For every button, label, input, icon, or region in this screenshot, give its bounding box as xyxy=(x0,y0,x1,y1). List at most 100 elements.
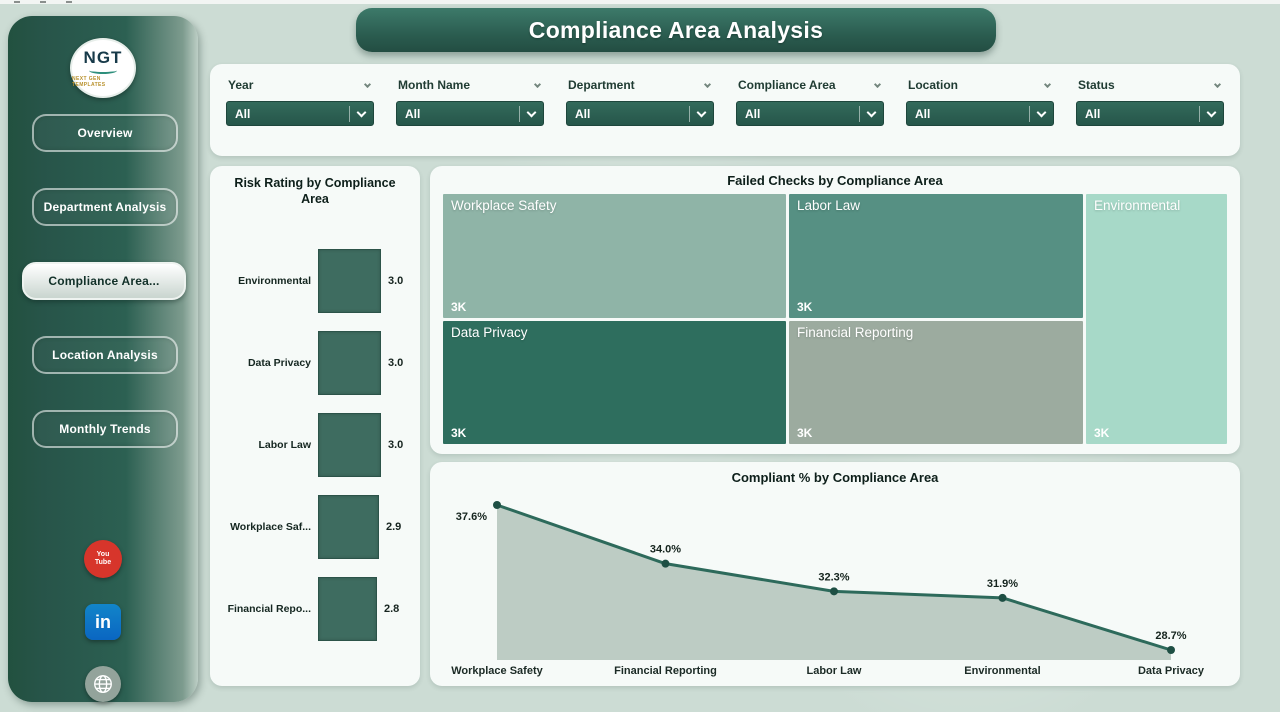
year-dropdown[interactable]: All xyxy=(226,101,374,126)
bar-category-label: Workplace Saf... xyxy=(230,520,311,533)
failed-checks-panel: Failed Checks by Compliance Area Workpla… xyxy=(430,166,1240,454)
dropdown-value: All xyxy=(235,106,251,121)
compliant-percent-panel: Compliant % by Compliance Area 37.6% Work… xyxy=(430,462,1240,686)
youtube-icon[interactable]: You Tube xyxy=(84,540,122,578)
sidebar-item-monthly-trends[interactable]: Monthly Trends xyxy=(32,410,178,448)
logo-subtext: NEXT GEN TEMPLATES xyxy=(72,75,106,88)
filter-bar: Year All Month Name All Department All xyxy=(210,64,1240,156)
treemap-label: Data Privacy xyxy=(451,324,528,340)
svg-text:32.3%: 32.3% xyxy=(818,571,849,583)
treemap-value: 3K xyxy=(797,426,813,440)
youtube-label: You xyxy=(96,550,110,558)
chevron-down-icon xyxy=(526,107,537,117)
dropdown-divider xyxy=(519,105,520,122)
filter-label: Location xyxy=(908,78,958,92)
bar-row: Environmental 3.0 xyxy=(210,240,420,322)
svg-text:31.9%: 31.9% xyxy=(987,578,1018,590)
dropdown-value: All xyxy=(575,106,591,121)
logo-swoosh xyxy=(89,67,117,74)
sidebar-item-location-analysis[interactable]: Location Analysis xyxy=(32,336,178,374)
treemap-cell-labor-law[interactable]: Labor Law 3K xyxy=(789,194,1083,318)
page-title-banner: Compliance Area Analysis xyxy=(356,8,996,52)
filter-label: Department xyxy=(568,78,635,92)
bar-row: Labor Law 3.0 xyxy=(210,404,420,486)
sidebar-item-label: Location Analysis xyxy=(52,348,158,362)
dropdown-value: All xyxy=(1085,106,1101,121)
bar-row: Financial Repo... 2.8 xyxy=(210,568,420,650)
page-title: Compliance Area Analysis xyxy=(528,16,824,43)
bar[interactable] xyxy=(318,577,377,641)
svg-text:34.0%: 34.0% xyxy=(650,544,681,556)
location-dropdown[interactable]: All xyxy=(906,101,1054,126)
risk-bar-chart: Environmental 3.0 Data Privacy 3.0 Labor… xyxy=(210,240,420,650)
chevron-down-icon[interactable] xyxy=(1213,80,1222,88)
svg-text:Environmental: Environmental xyxy=(964,665,1040,677)
dropdown-value: All xyxy=(745,106,761,121)
treemap-value: 3K xyxy=(451,426,467,440)
treemap-value: 3K xyxy=(1094,426,1110,440)
bar-row: Workplace Saf... 2.9 xyxy=(210,486,420,568)
panel-title: Failed Checks by Compliance Area xyxy=(727,173,943,188)
dropdown-divider xyxy=(1199,105,1200,122)
svg-text:Workplace Safety: Workplace Safety xyxy=(451,665,543,677)
bar-value-label: 2.9 xyxy=(386,521,402,533)
dropdown-divider xyxy=(1029,105,1030,122)
sidebar-item-overview[interactable]: Overview xyxy=(32,114,178,152)
dropdown-divider xyxy=(859,105,860,122)
chevron-down-icon[interactable] xyxy=(1043,80,1052,88)
treemap-label: Financial Reporting xyxy=(797,324,914,340)
linkedin-label: in xyxy=(95,611,111,632)
dropdown-divider xyxy=(689,105,690,122)
sidebar: NGT NEXT GEN TEMPLATES Overview Departme… xyxy=(8,16,198,702)
svg-text:37.6%: 37.6% xyxy=(456,511,487,523)
filter-status: Status All xyxy=(1076,64,1224,156)
compliant-percent-line-chart[interactable]: 37.6% Workplace Safety 34.0% Financial Repo… xyxy=(440,488,1230,680)
filter-year: Year All xyxy=(226,64,374,156)
treemap-cell-data-privacy[interactable]: Data Privacy 3K xyxy=(443,320,786,444)
treemap-label: Environmental xyxy=(1094,198,1181,213)
month-name-dropdown[interactable]: All xyxy=(396,101,544,126)
filter-department: Department All xyxy=(566,64,714,156)
bar[interactable] xyxy=(318,413,381,477)
bar[interactable] xyxy=(318,495,379,559)
globe-glyph xyxy=(94,675,112,693)
chevron-down-icon[interactable] xyxy=(533,80,542,88)
chevron-down-icon xyxy=(356,107,367,117)
svg-text:Labor Law: Labor Law xyxy=(806,665,861,677)
sidebar-item-label: Overview xyxy=(77,126,133,140)
filter-location: Location All xyxy=(906,64,1054,156)
treemap-label: Workplace Safety xyxy=(451,198,557,213)
treemap-cell-workplace-safety[interactable]: Workplace Safety 3K xyxy=(443,194,786,318)
chevron-down-icon xyxy=(1206,107,1217,117)
compliance-area-dropdown[interactable]: All xyxy=(736,101,884,126)
bar-category-label: Labor Law xyxy=(258,438,311,451)
panel-title: Compliant % by Compliance Area xyxy=(731,470,939,485)
treemap-value: 3K xyxy=(797,299,813,314)
sidebar-item-department-analysis[interactable]: Department Analysis xyxy=(32,188,178,226)
treemap-cell-environmental[interactable]: Environmental 3K xyxy=(1086,194,1227,444)
filter-label: Status xyxy=(1078,78,1115,92)
sidebar-item-compliance-area[interactable]: Compliance Area... xyxy=(22,262,186,300)
treemap-cell-financial-reporting[interactable]: Financial Reporting 3K xyxy=(789,320,1083,444)
bar[interactable] xyxy=(318,331,381,395)
dropdown-divider xyxy=(349,105,350,122)
chevron-down-icon[interactable] xyxy=(873,80,882,88)
chevron-down-icon xyxy=(696,107,707,117)
chevron-down-icon[interactable] xyxy=(363,80,372,88)
filter-compliance-area: Compliance Area All xyxy=(736,64,884,156)
department-dropdown[interactable]: All xyxy=(566,101,714,126)
chevron-down-icon xyxy=(1036,107,1047,117)
status-dropdown[interactable]: All xyxy=(1076,101,1224,126)
logo-text: NGT xyxy=(83,47,123,67)
chevron-down-icon[interactable] xyxy=(703,80,712,88)
treemap-value: 3K xyxy=(451,299,467,314)
filter-label: Month Name xyxy=(398,78,470,92)
chevron-down-icon xyxy=(866,107,877,117)
risk-rating-panel: Risk Rating by Compliance Area Environme… xyxy=(210,166,420,686)
dropdown-value: All xyxy=(915,106,931,121)
linkedin-icon[interactable]: in xyxy=(85,604,121,640)
website-globe-icon[interactable] xyxy=(85,666,121,702)
bar[interactable] xyxy=(318,249,381,313)
sidebar-item-label: Department Analysis xyxy=(43,200,167,214)
bar-category-label: Data Privacy xyxy=(247,356,311,369)
